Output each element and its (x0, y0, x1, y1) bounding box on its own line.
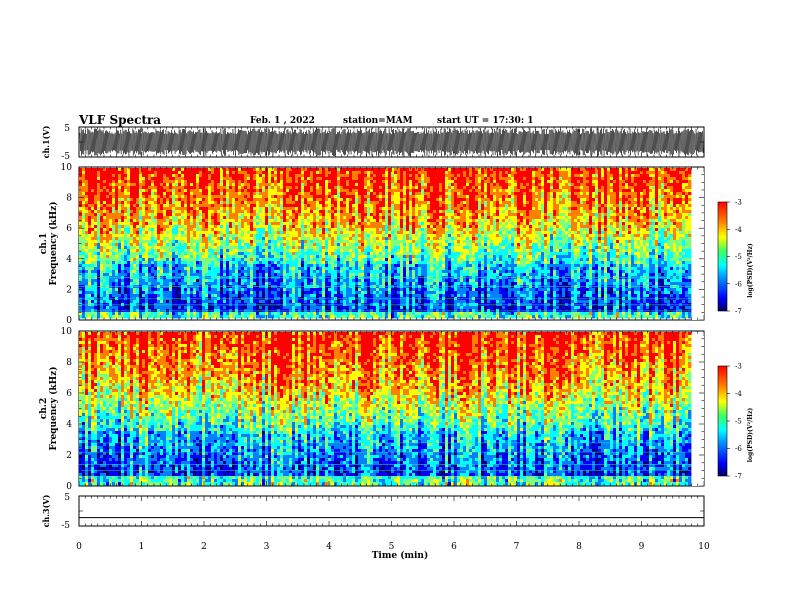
y-tick-label: 4 (66, 420, 72, 430)
y-tick-label: -5 (61, 521, 70, 531)
no-data-region (691, 332, 704, 486)
colorbar-tick-label: -4 (735, 390, 742, 398)
y-tick-label: 4 (66, 255, 72, 265)
x-tick-label: 7 (514, 542, 520, 552)
x-tick-label: 5 (389, 542, 395, 552)
colorbar-tick-label: -5 (735, 418, 742, 426)
y-axis-channel-label: ch.2 (39, 398, 49, 419)
y-tick-label: 0 (66, 482, 72, 492)
y-axis-label: ch.1(V) (41, 125, 51, 158)
y-tick-label: 0 (66, 316, 72, 326)
colorbar-tick-label: -6 (735, 280, 742, 288)
start-time-label: start UT = 17:30: 1 (437, 116, 534, 126)
ch2-colorbar (717, 365, 728, 477)
x-tick-label: 3 (264, 542, 270, 552)
date-label: Feb. 1 , 2022 (250, 116, 315, 126)
y-axis-label: Frequency (kHz) (48, 366, 59, 450)
x-tick-label: 0 (76, 542, 82, 552)
ch2-spectrogram (79, 332, 704, 486)
x-axis-label: Time (min) (372, 550, 429, 561)
y-tick-label: 6 (66, 389, 72, 399)
y-tick-label: -5 (61, 152, 70, 162)
y-axis-label: ch.3(V) (41, 494, 51, 527)
x-tick-label: 8 (576, 542, 582, 552)
x-tick-label: 6 (451, 542, 457, 552)
y-tick-label: 10 (61, 163, 73, 173)
station-label: station=MAM (343, 116, 413, 126)
y-tick-label: 10 (61, 327, 73, 337)
ch1-colorbar (717, 201, 728, 312)
y-axis-label: Frequency (kHz) (48, 201, 59, 285)
x-tick-label: 9 (639, 542, 645, 552)
colorbar-tick-label: -4 (735, 226, 742, 234)
colorbar-label: log(PSD)(V²/Hz) (747, 408, 754, 463)
colorbar-tick-label: -3 (735, 199, 742, 207)
x-tick-label: 4 (326, 542, 332, 552)
axes-group (78, 126, 730, 527)
colorbar-tick-label: -3 (735, 363, 742, 371)
y-tick-label: 2 (66, 451, 72, 461)
colorbar-tick-label: -7 (735, 308, 742, 316)
x-tick-label: 2 (201, 542, 207, 552)
ch1-spectrogram (79, 168, 704, 320)
colorbar-tick-label: -5 (735, 253, 742, 261)
y-tick-label: 2 (66, 285, 72, 295)
colorbar-tick-label: -6 (735, 445, 742, 453)
y-tick-label: 6 (66, 224, 72, 234)
figure-title: VLF Spectra (79, 113, 161, 127)
colorbar-label: log(PSD)(V²/Hz) (747, 243, 754, 298)
y-axis-channel-label: ch.1 (39, 233, 49, 254)
y-tick-label: 5 (64, 493, 70, 503)
y-tick-label: 8 (66, 194, 72, 204)
x-tick-label: 1 (139, 542, 145, 552)
x-tick-label: 10 (698, 542, 710, 552)
y-tick-label: 8 (66, 358, 72, 368)
y-tick-label: 5 (64, 124, 70, 134)
no-data-region (691, 168, 704, 320)
colorbar-tick-label: -7 (735, 473, 742, 481)
